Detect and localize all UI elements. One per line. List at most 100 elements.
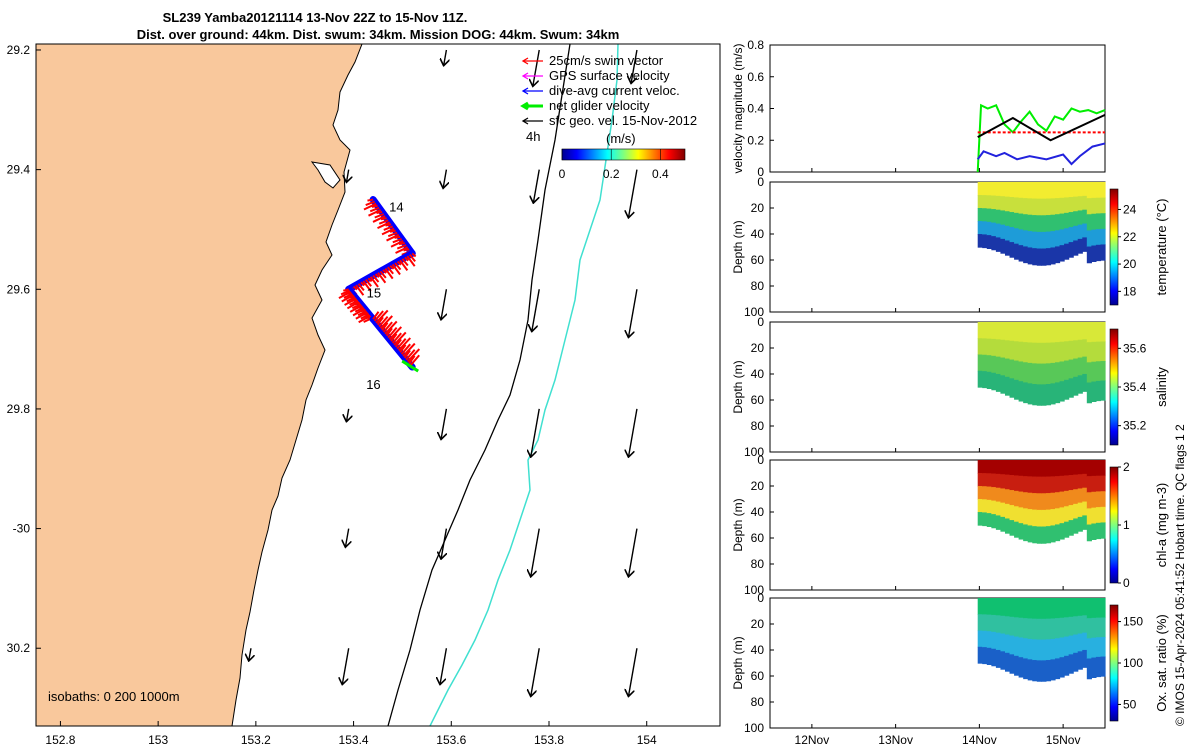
heatmap-cell bbox=[1041, 215, 1047, 233]
swim-vector bbox=[354, 302, 361, 306]
legend-label: sfc geo. vel. 15-Nov-2012 bbox=[549, 113, 697, 128]
swim-vector bbox=[391, 332, 402, 344]
heatmap-cell bbox=[1041, 460, 1047, 478]
heatmap-cell bbox=[1009, 322, 1015, 342]
colorbar-tick-label: 0.4 bbox=[652, 167, 669, 181]
geo-velocity-arrow bbox=[533, 49, 540, 85]
legend-label: net glider velocity bbox=[549, 98, 650, 113]
swim-vector bbox=[386, 266, 394, 275]
swim-vector bbox=[379, 315, 393, 330]
heatmap-cell bbox=[1041, 182, 1047, 200]
heatmap-cell bbox=[1091, 197, 1097, 215]
heatmap-cell bbox=[1064, 636, 1070, 657]
depth-colorbar bbox=[1109, 188, 1119, 306]
heatmap-cell bbox=[1054, 524, 1061, 542]
title-line2: Dist. over ground: 44km. Dist. swum: 34k… bbox=[137, 27, 620, 42]
heatmap-cell bbox=[991, 500, 997, 515]
swim-vector bbox=[383, 225, 394, 231]
heatmap-cell bbox=[995, 322, 1002, 340]
heatmap-cell bbox=[1041, 598, 1047, 620]
heatmap-cell bbox=[1095, 182, 1102, 199]
heatmap-cell bbox=[1095, 507, 1102, 524]
heatmap-cell bbox=[977, 598, 983, 615]
heatmap-cell bbox=[995, 615, 1002, 634]
heatmap-cell bbox=[1050, 492, 1056, 510]
swim-vector bbox=[355, 284, 365, 296]
heatmap-cell bbox=[1064, 475, 1070, 492]
heatmap-cell bbox=[1077, 502, 1083, 518]
heatmap-cell bbox=[1095, 475, 1102, 493]
legend-arrowhead bbox=[521, 57, 529, 65]
heatmap-cell bbox=[1014, 521, 1020, 538]
depth-y-tick-label: 0 bbox=[757, 175, 764, 189]
heatmap-cell bbox=[1100, 522, 1106, 539]
swim-vector bbox=[394, 235, 401, 239]
cbar-label: Ox. sat. ratio (%) bbox=[1154, 614, 1169, 712]
heatmap-cell bbox=[1041, 618, 1047, 641]
isobaths-label: isobaths: 0 200 1000m bbox=[48, 689, 180, 704]
heatmap-cell bbox=[1027, 322, 1033, 344]
swim-vector bbox=[387, 326, 398, 339]
heatmap-cell bbox=[977, 512, 983, 526]
heatmap-cell bbox=[1036, 342, 1042, 365]
heatmap-cell bbox=[1054, 476, 1061, 493]
heatmap-cell bbox=[1082, 598, 1088, 616]
heatmap-cell bbox=[1014, 598, 1020, 618]
map-y-ticks: 29.2 29.4 29.6 29.8 -30 30.2 bbox=[7, 43, 41, 655]
heatmap-cell bbox=[1000, 460, 1006, 475]
heatmap-cell bbox=[1004, 518, 1011, 534]
heatmap-cell bbox=[1086, 476, 1092, 493]
heatmap-cell bbox=[1054, 598, 1061, 619]
heatmap-cell bbox=[1073, 489, 1079, 505]
heatmap-cell bbox=[1018, 617, 1024, 639]
heatmap-cell bbox=[1036, 460, 1042, 478]
geo-velocity-arrow bbox=[631, 49, 638, 82]
heatmap-cell bbox=[1095, 656, 1102, 678]
heatmap-cell bbox=[1082, 487, 1088, 503]
heatmap-cell bbox=[1064, 598, 1070, 618]
heatmap-cell bbox=[1068, 242, 1074, 258]
heatmap-cell bbox=[1082, 339, 1088, 358]
cbar-tick-label: 2 bbox=[1123, 460, 1130, 474]
heatmap-cell bbox=[1014, 490, 1020, 507]
heatmap-cell bbox=[995, 339, 1002, 358]
heatmap-cell bbox=[1054, 214, 1061, 231]
legend-arrowhead bbox=[521, 87, 529, 95]
swim-vector bbox=[409, 354, 420, 366]
heatmap-cell bbox=[1009, 212, 1015, 228]
heatmap-cell bbox=[1036, 526, 1042, 544]
heatmap-cell bbox=[991, 460, 997, 475]
heatmap-cell bbox=[1091, 475, 1097, 493]
heatmap-cell bbox=[1077, 196, 1083, 212]
heatmap-cell bbox=[977, 370, 983, 388]
heatmap-cell bbox=[995, 195, 1002, 211]
depth-y-tick-label: 100 bbox=[744, 305, 764, 319]
heatmap-cell bbox=[1100, 197, 1106, 214]
heatmap-cell bbox=[1041, 384, 1047, 406]
cbar-tick-label: 18 bbox=[1123, 284, 1137, 298]
heatmap-cell bbox=[1036, 215, 1042, 233]
heatmap-cell bbox=[982, 630, 988, 648]
heatmap-cell bbox=[1073, 474, 1079, 490]
heatmap-cell bbox=[1059, 460, 1065, 477]
heatmap-cell bbox=[1027, 509, 1033, 527]
swim-vector bbox=[394, 338, 402, 348]
cbar-label: temperature (°C) bbox=[1154, 199, 1169, 296]
swim-vector bbox=[374, 213, 384, 219]
heatmap-cell bbox=[1036, 493, 1042, 511]
heatmap-cell bbox=[982, 499, 988, 514]
map-x-tick-label: 153.6 bbox=[436, 733, 466, 747]
heatmap-cell bbox=[1082, 649, 1088, 668]
heatmap-cell bbox=[1036, 182, 1042, 200]
heatmap-cell bbox=[1054, 492, 1061, 509]
heatmap-cell bbox=[1082, 195, 1088, 211]
swim-vector bbox=[404, 256, 409, 262]
swim-vector bbox=[385, 327, 393, 337]
map-y-tick-label: 29.2 bbox=[7, 43, 31, 57]
heatmap-cell bbox=[1023, 214, 1029, 231]
heatmap-cell bbox=[1045, 342, 1052, 364]
depth-y-tick-label: 60 bbox=[751, 253, 765, 267]
heatmap-cell bbox=[1041, 476, 1047, 494]
heatmap-cell bbox=[1018, 361, 1024, 382]
heatmap-cell bbox=[1000, 488, 1006, 504]
